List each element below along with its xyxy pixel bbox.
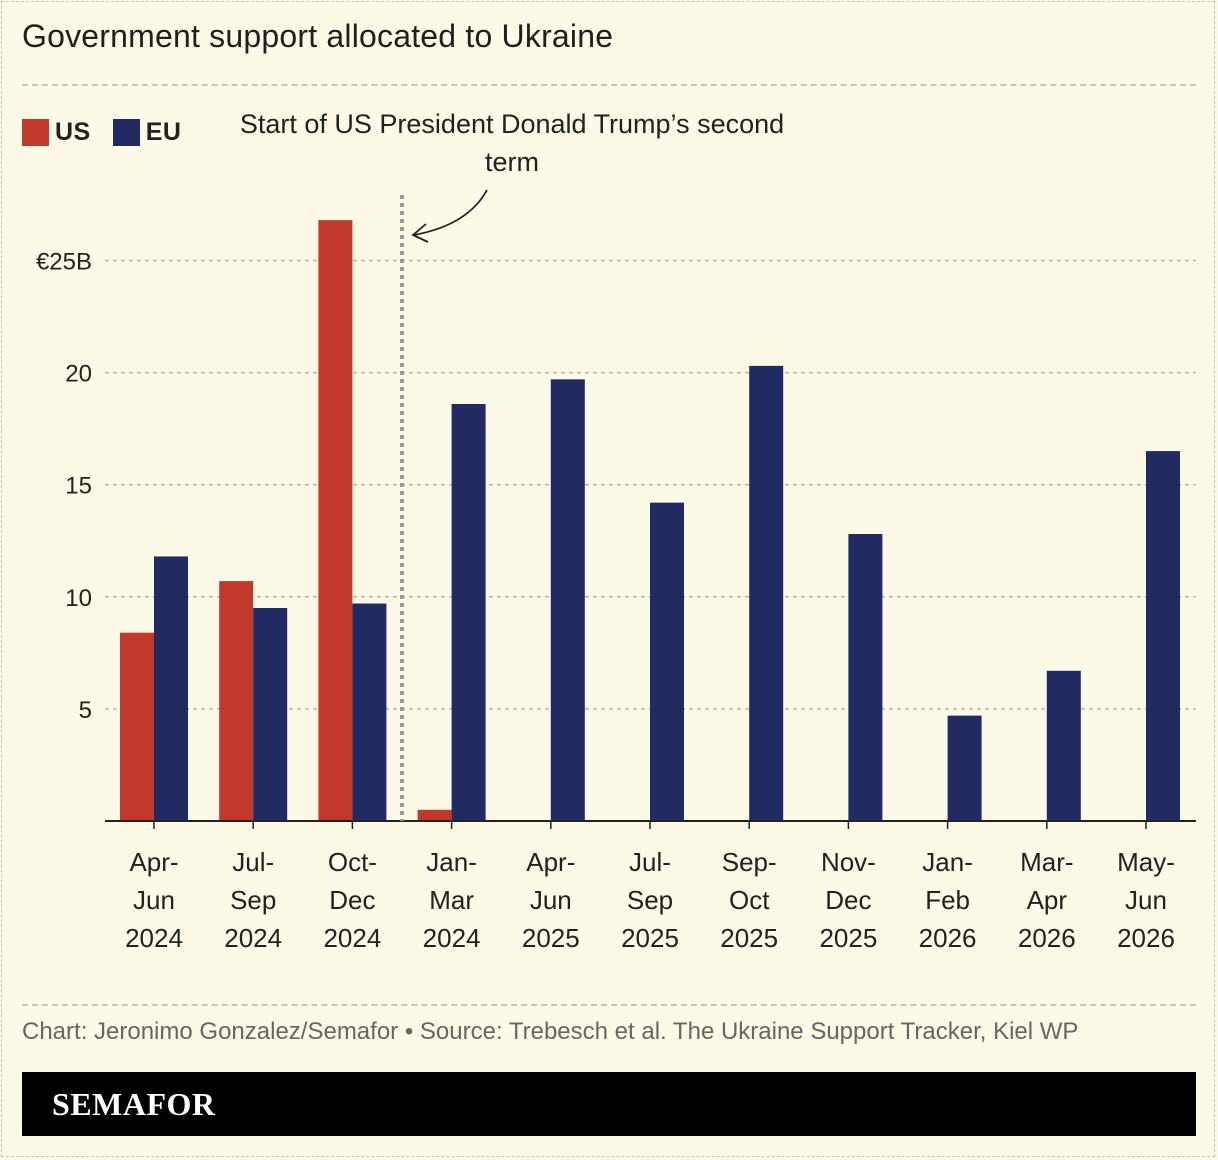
top-divider xyxy=(22,84,1196,86)
source-credit: Chart: Jeronimo Gonzalez/Semafor • Sourc… xyxy=(22,1018,1079,1045)
bar-us xyxy=(219,581,254,821)
bar-eu xyxy=(1146,451,1180,821)
bar-eu xyxy=(848,534,883,821)
x-tick-label: Jun xyxy=(530,885,572,915)
x-tick-label: Dec xyxy=(329,885,375,915)
chart-title: Government support allocated to Ukraine xyxy=(22,18,614,54)
legend-label-us: US xyxy=(55,118,91,146)
x-tick-label: 2024 xyxy=(423,923,481,953)
annotation-arrow xyxy=(413,189,488,236)
legend-item-us: US xyxy=(22,118,91,147)
annotation-arrowhead xyxy=(411,223,429,243)
brand-logo: SEMAFOR xyxy=(52,1085,216,1122)
y-tick-label: €25B xyxy=(36,249,92,276)
annotation-text-line2: term xyxy=(485,147,539,177)
x-tick-label: Jun xyxy=(133,885,175,915)
bar-eu xyxy=(550,379,585,821)
x-tick-label: Jan- xyxy=(426,847,477,877)
bar-eu xyxy=(947,715,982,821)
x-tick-label: 2026 xyxy=(1018,923,1076,953)
x-tick-label: Oct xyxy=(729,885,770,915)
x-tick-label: 2025 xyxy=(621,923,679,953)
bar-eu xyxy=(352,603,387,821)
x-tick-label: Mar xyxy=(429,885,474,915)
y-tick-label: 20 xyxy=(65,361,92,388)
x-tick-label: Sep- xyxy=(722,847,777,877)
x-tick-label: Apr- xyxy=(526,847,575,877)
legend-item-eu: EU xyxy=(112,118,182,147)
annotation-text-line1: Start of US President Donald Trump’s sec… xyxy=(240,109,784,139)
legend-label-eu: EU xyxy=(145,118,182,146)
bar-eu xyxy=(650,502,684,821)
brand-bar: SEMAFOR xyxy=(22,1072,1196,1136)
y-tick-label: 10 xyxy=(65,585,92,612)
x-tick-label: Apr- xyxy=(129,847,178,877)
x-tick-label: 2025 xyxy=(819,923,877,953)
legend-swatch-eu xyxy=(112,119,140,146)
x-tick-label: Dec xyxy=(825,885,871,915)
x-tick-label: 2025 xyxy=(720,923,778,953)
x-tick-label: Feb xyxy=(925,885,970,915)
bar-eu xyxy=(154,556,188,821)
legend-swatch-us xyxy=(22,119,49,146)
x-tick-label: Mar- xyxy=(1020,847,1073,877)
x-tick-label: Sep xyxy=(627,885,673,915)
x-tick-label: 2026 xyxy=(1117,923,1175,953)
bar-us xyxy=(318,220,353,822)
x-tick-label: 2025 xyxy=(522,923,580,953)
x-tick-label: Jan- xyxy=(922,847,973,877)
x-tick-label: Apr xyxy=(1027,885,1068,915)
y-tick-label: 15 xyxy=(65,473,92,500)
bar-us xyxy=(120,632,154,821)
bar-eu xyxy=(1046,670,1081,821)
bar-eu xyxy=(749,365,784,821)
legend: US EU xyxy=(22,118,203,147)
x-tick-label: 2024 xyxy=(323,923,381,953)
y-tick-label: 5 xyxy=(79,697,92,724)
x-tick-label: Jul- xyxy=(629,847,671,877)
x-tick-label: Jul- xyxy=(232,847,274,877)
x-tick-label: 2024 xyxy=(125,923,183,953)
bar-chart: €25B 20 15 10 5 Apr- Jun 2024 Jul- Sep 2024 Oct- Dec… xyxy=(36,109,1196,953)
x-tick-label: Nov- xyxy=(821,847,876,877)
x-tick-label: Oct- xyxy=(328,847,377,877)
x-tick-label: Jun xyxy=(1125,885,1167,915)
x-tick-label: Sep xyxy=(230,885,276,915)
x-tick-label: 2024 xyxy=(224,923,282,953)
bottom-divider xyxy=(22,1004,1196,1006)
bar-eu xyxy=(253,608,288,821)
x-tick-label: May- xyxy=(1117,847,1175,877)
bar-eu xyxy=(451,403,486,821)
x-tick-label: 2026 xyxy=(919,923,977,953)
bar-us xyxy=(417,809,452,821)
